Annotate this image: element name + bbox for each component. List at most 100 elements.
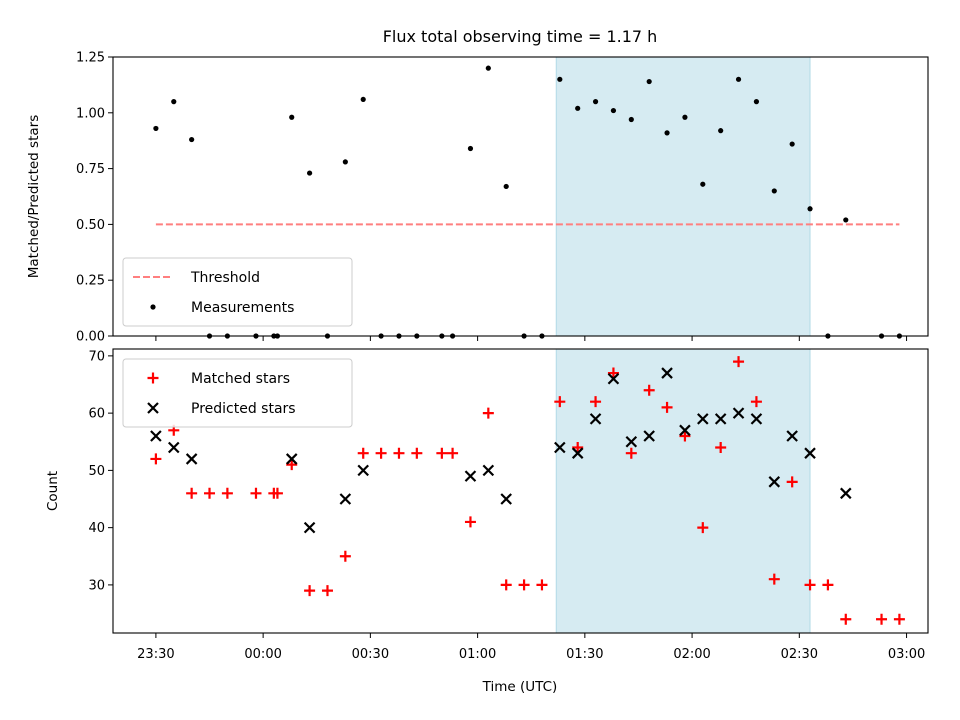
matched-star-point bbox=[393, 447, 405, 459]
predicted-star-point bbox=[150, 430, 162, 442]
measurement-point bbox=[735, 76, 742, 82]
matched-star-point bbox=[661, 401, 673, 413]
legend-predicted-swatch bbox=[147, 402, 159, 414]
matched-star-point bbox=[464, 516, 476, 528]
matched-star-point bbox=[271, 487, 283, 499]
matched-star-point bbox=[554, 396, 566, 408]
measurement-point bbox=[610, 107, 617, 114]
measurement-point bbox=[771, 188, 777, 194]
matched-star-point bbox=[482, 407, 494, 419]
predicted-star-point bbox=[554, 441, 566, 454]
predicted-star-point bbox=[732, 407, 745, 419]
legend-measurement-swatch bbox=[150, 304, 156, 310]
y-tick-label: 1.25 bbox=[76, 51, 105, 66]
predicted-star-point bbox=[303, 521, 316, 534]
y-tick-label: 0.75 bbox=[76, 162, 105, 177]
matched-star-point bbox=[679, 430, 691, 442]
matched-star-point bbox=[411, 447, 423, 459]
predicted-star-point bbox=[714, 413, 727, 425]
measurement-point bbox=[682, 114, 688, 120]
matched-star-point bbox=[750, 396, 762, 408]
measurement-point bbox=[718, 128, 724, 134]
y-tick-label: 50 bbox=[88, 464, 105, 479]
matched-star-point bbox=[893, 613, 905, 625]
predicted-star-point bbox=[185, 453, 198, 465]
x-tick-label: 01:00 bbox=[459, 647, 496, 662]
predicted-star-point bbox=[339, 493, 352, 505]
legend: Matched stars Predicted stars bbox=[122, 358, 353, 428]
legend-matched-swatch bbox=[147, 372, 159, 384]
predicted-star-point bbox=[804, 447, 816, 459]
predicted-star-point bbox=[661, 367, 673, 379]
matched-star-point bbox=[876, 613, 888, 625]
legend-label: Predicted stars bbox=[191, 401, 296, 417]
predicted-star-point bbox=[643, 430, 655, 442]
predicted-star-point bbox=[768, 476, 781, 488]
y-tick-label: 0.25 bbox=[76, 274, 105, 289]
matched-star-point bbox=[625, 447, 637, 459]
predicted-star-point bbox=[357, 464, 369, 477]
measurement-point bbox=[628, 116, 634, 123]
matched-star-point bbox=[204, 487, 216, 499]
legend-box bbox=[122, 257, 353, 327]
matched-star-point bbox=[697, 522, 709, 534]
measurement-point bbox=[592, 99, 599, 105]
x-tick-label: 02:00 bbox=[673, 647, 710, 662]
y-tick-label: 40 bbox=[88, 521, 105, 536]
y-tick-label: 1.00 bbox=[76, 106, 105, 121]
measurement-point bbox=[664, 130, 670, 136]
measurement-point bbox=[485, 65, 491, 71]
predicted-star-point bbox=[285, 453, 298, 465]
predicted-star-point bbox=[167, 441, 180, 454]
matched-star-point bbox=[339, 550, 351, 562]
matched-star-point bbox=[250, 487, 262, 499]
matched-star-point bbox=[500, 579, 512, 591]
measurement-point bbox=[557, 76, 563, 82]
y-tick-label: 0.00 bbox=[76, 330, 105, 345]
y-tick-label: 60 bbox=[88, 407, 105, 422]
x-axis-title: Time (UTC) bbox=[482, 679, 558, 695]
matched-star-point bbox=[436, 447, 448, 459]
matched-star-point bbox=[715, 441, 727, 453]
matched-star-point bbox=[607, 367, 619, 379]
y-axis-title: Matched/Predicted stars bbox=[26, 115, 42, 278]
predicted-star-point bbox=[500, 493, 512, 505]
x-tick-label: 23:30 bbox=[137, 647, 174, 662]
measurement-point bbox=[467, 145, 474, 152]
matched-star-point bbox=[221, 487, 233, 499]
measurement-point bbox=[307, 170, 313, 176]
matched-star-point bbox=[768, 573, 780, 585]
panel-count: 30 40 50 60 70 23:30 00:00 00:30 01:00 01:30 02:00… bbox=[45, 348, 929, 662]
predicted-star-point bbox=[750, 413, 763, 425]
matched-star-point bbox=[304, 585, 316, 597]
measurement-point bbox=[153, 125, 159, 132]
matched-star-point bbox=[321, 585, 333, 597]
measurement-point bbox=[575, 105, 581, 111]
highlight-span bbox=[555, 348, 811, 634]
measurement-point bbox=[289, 114, 295, 120]
chart-title: Flux total observing time = 1.17 h bbox=[383, 27, 658, 46]
measurement-point bbox=[753, 99, 760, 105]
matched-star-point bbox=[733, 356, 745, 368]
matched-star-point bbox=[786, 476, 798, 488]
x-tick-label: 00:30 bbox=[352, 647, 389, 662]
predicted-star-point bbox=[697, 413, 709, 425]
measurement-point bbox=[189, 136, 195, 143]
matched-star-point bbox=[643, 384, 655, 396]
y-tick-label: 0.50 bbox=[76, 218, 105, 233]
measurement-point bbox=[700, 181, 706, 187]
legend-label: Threshold bbox=[190, 270, 260, 286]
y-tick-label: 30 bbox=[88, 578, 105, 593]
legend-label: Matched stars bbox=[191, 371, 290, 387]
matched-star-point bbox=[822, 579, 834, 591]
predicted-star-point bbox=[589, 413, 602, 425]
matched-star-point bbox=[590, 396, 602, 408]
axes-frame bbox=[112, 348, 929, 634]
matched-star-point bbox=[536, 579, 548, 591]
x-tick-label: 02:30 bbox=[781, 647, 818, 662]
legend-label: Measurements bbox=[191, 300, 294, 316]
matched-star-point bbox=[375, 447, 387, 459]
predicted-star-point bbox=[464, 470, 477, 482]
measurement-point bbox=[646, 78, 652, 85]
matched-star-point bbox=[447, 447, 459, 459]
